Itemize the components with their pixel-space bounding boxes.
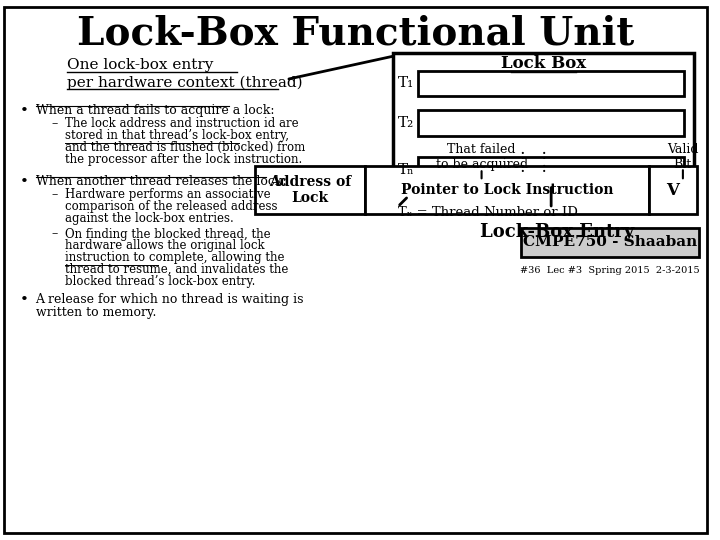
FancyBboxPatch shape	[365, 166, 649, 214]
FancyBboxPatch shape	[4, 8, 706, 532]
Text: CMPE750 - Shaaban: CMPE750 - Shaaban	[523, 235, 697, 249]
FancyBboxPatch shape	[418, 158, 684, 183]
Text: V: V	[667, 181, 680, 199]
Text: comparison of the released address: comparison of the released address	[65, 200, 278, 213]
FancyBboxPatch shape	[418, 110, 684, 136]
Text: Pointer to Lock Instruction: Pointer to Lock Instruction	[401, 183, 613, 197]
Text: When a thread fails to acquire a lock:: When a thread fails to acquire a lock:	[35, 104, 274, 117]
Text: A release for which no thread is waiting is: A release for which no thread is waiting…	[35, 293, 304, 306]
Text: Hardware performs an associative: Hardware performs an associative	[65, 188, 271, 201]
Text: Tₙ: Tₙ	[398, 163, 415, 177]
FancyBboxPatch shape	[521, 227, 698, 257]
Text: stored in that thread’s lock-box entry,: stored in that thread’s lock-box entry,	[65, 129, 289, 142]
Text: Valid
Bit: Valid Bit	[667, 143, 698, 171]
FancyBboxPatch shape	[649, 166, 697, 214]
Text: Lock-Box Entry: Lock-Box Entry	[480, 224, 635, 241]
Text: blocked thread’s lock-box entry.: blocked thread’s lock-box entry.	[65, 275, 256, 288]
FancyBboxPatch shape	[393, 53, 694, 201]
Text: The lock address and instruction id are: The lock address and instruction id are	[65, 117, 299, 130]
Text: :   :: : :	[520, 146, 547, 163]
Text: Tₓ = Thread Number or ID: Tₓ = Thread Number or ID	[397, 206, 577, 219]
Text: and the thread is flushed (blocked) from: and the thread is flushed (blocked) from	[65, 141, 305, 154]
Text: –: –	[51, 117, 58, 130]
Text: On finding the blocked thread, the: On finding the blocked thread, the	[65, 227, 271, 240]
Text: That failed
to be acquired: That failed to be acquired	[436, 143, 528, 171]
Text: –: –	[51, 188, 58, 201]
Text: –: –	[51, 227, 58, 240]
Text: T₁: T₁	[398, 77, 415, 91]
Text: Lock Box: Lock Box	[500, 55, 586, 72]
Text: •: •	[19, 104, 29, 118]
Text: hardware allows the original lock: hardware allows the original lock	[65, 239, 265, 252]
Text: Address of
Lock: Address of Lock	[269, 175, 351, 205]
Text: the processor after the lock instruction.: the processor after the lock instruction…	[65, 153, 302, 166]
FancyBboxPatch shape	[418, 71, 684, 96]
Text: :   :: : :	[520, 159, 547, 176]
Text: per hardware context (thread): per hardware context (thread)	[67, 75, 302, 90]
Text: •: •	[19, 293, 29, 307]
Text: against the lock-box entries.: against the lock-box entries.	[65, 212, 234, 225]
Text: #36  Lec #3  Spring 2015  2-3-2015: #36 Lec #3 Spring 2015 2-3-2015	[520, 266, 700, 274]
Text: •: •	[19, 176, 29, 189]
Text: instruction to complete, allowing the: instruction to complete, allowing the	[65, 251, 284, 264]
Text: T₂: T₂	[398, 116, 415, 130]
Text: One lock-box entry: One lock-box entry	[67, 58, 214, 72]
Text: thread to resume, and invalidates the: thread to resume, and invalidates the	[65, 263, 289, 276]
FancyBboxPatch shape	[255, 166, 365, 214]
Text: Lock-Box Functional Unit: Lock-Box Functional Unit	[76, 14, 634, 52]
Text: When another thread releases the lock:: When another thread releases the lock:	[35, 176, 286, 188]
Text: written to memory.: written to memory.	[35, 306, 156, 319]
